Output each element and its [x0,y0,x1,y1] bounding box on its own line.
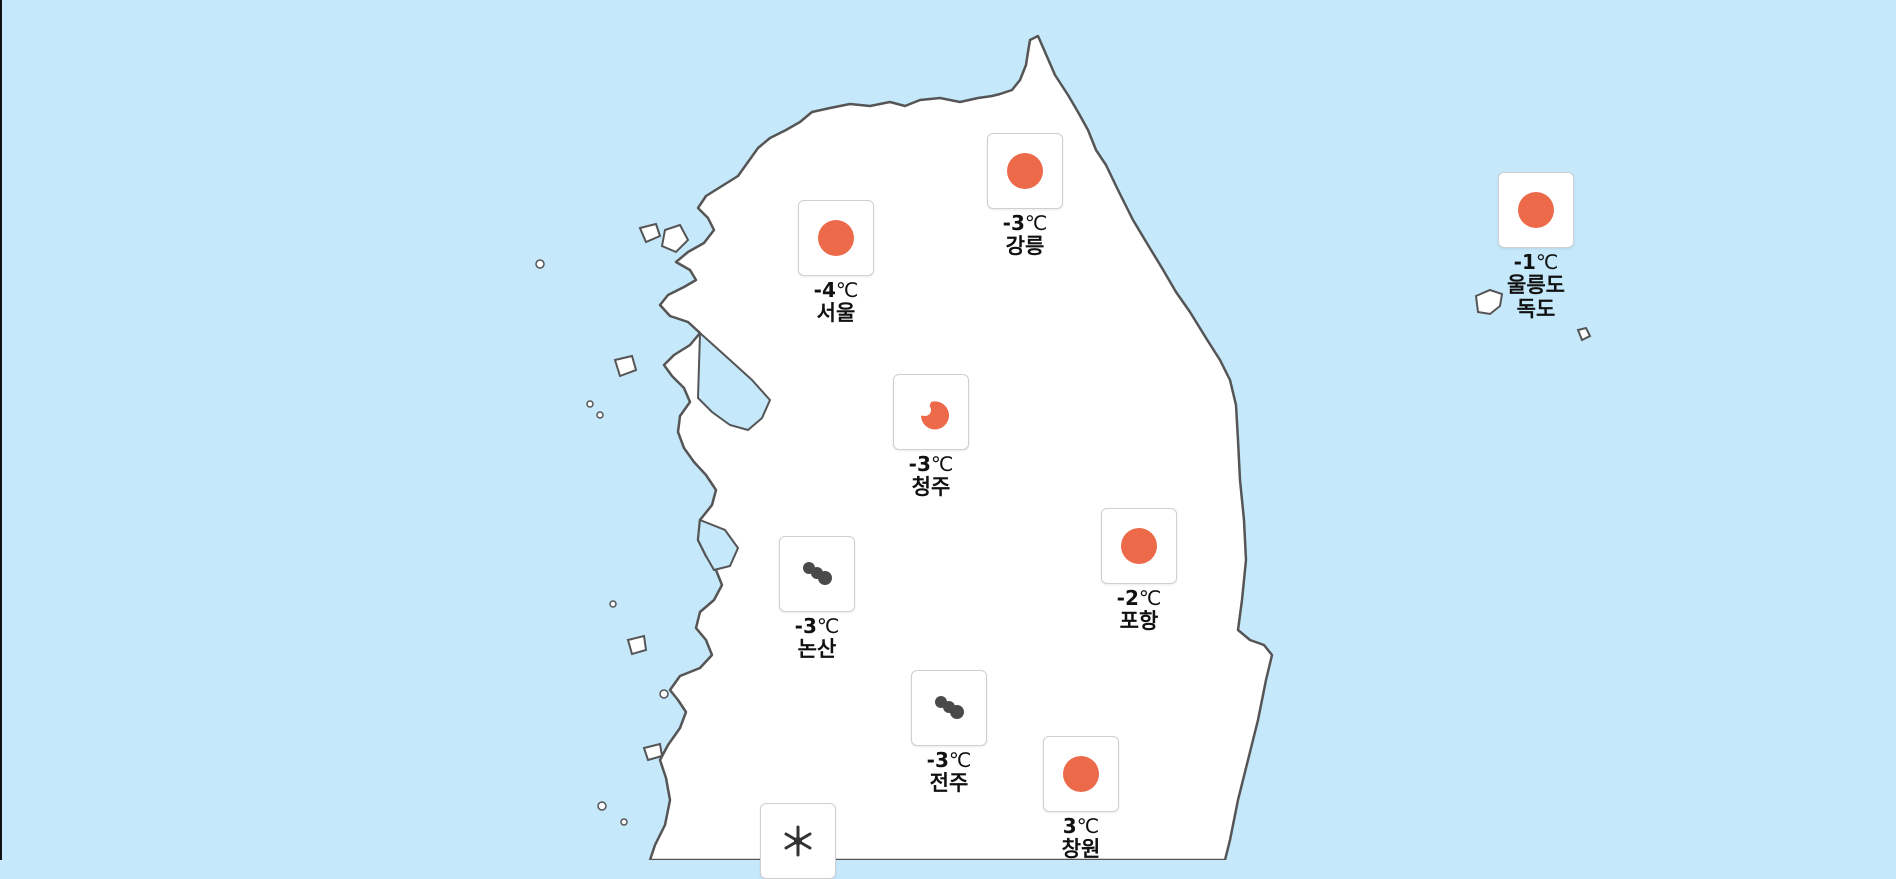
temp-unit: ℃ [1024,211,1048,235]
temp-value: -3 [908,452,931,476]
city-name: 강릉 [1005,234,1045,258]
city-name: 창원 [1061,837,1101,861]
weather-icon-box [1498,172,1574,248]
west-islet-6 [620,818,628,826]
temp-unit: ℃ [1535,250,1559,274]
weather-icon-box [893,374,969,450]
west-islet-7 [659,689,669,699]
temp-value: -4 [813,278,836,302]
weather-icon-box [1043,736,1119,812]
sun-icon [818,220,854,256]
station-jeonju[interactable]: -3℃ 전주 [894,670,1004,795]
station-snow-partial[interactable] [743,803,853,879]
temp-unit: ℃ [1076,814,1100,838]
temp-value: -3 [926,748,949,772]
west-island-4 [642,742,664,762]
temp-value: -3 [1002,211,1025,235]
temperature: -4℃ [781,279,891,301]
weather-icon-box [911,670,987,746]
station-ulleungdo-dokdo[interactable]: -1℃ 울릉도 독도 [1481,172,1591,321]
station-seoul[interactable]: -4℃ 서울 [781,200,891,325]
temp-value: -1 [1513,250,1536,274]
temp-unit: ℃ [835,278,859,302]
temp-value: -2 [1116,586,1139,610]
temperature: -2℃ [1084,587,1194,609]
partly-cloudy-icon [919,401,949,430]
weather-icon-box [987,133,1063,209]
temperature: -1℃ [1481,251,1591,273]
sun-icon [1007,153,1043,189]
ganghwa-island [660,223,690,254]
city-name: 포항 [1119,609,1159,633]
west-islet-5 [597,801,607,811]
sun-icon [1063,756,1099,792]
dokdo-island [1576,326,1592,342]
temp-unit: ℃ [948,748,972,772]
weather-icon-box [1101,508,1177,584]
west-islet-3 [596,411,604,419]
temperature: -3℃ [894,749,1004,771]
west-island-2 [613,354,638,378]
west-coast-inlet [696,330,772,432]
west-island-3 [626,634,648,656]
station-changwon[interactable]: 3℃ 창원 [1026,736,1136,861]
weather-icon-box [779,536,855,612]
ulleungdo-island [1474,288,1504,316]
city-name: 전주 [929,771,969,795]
temperature: -3℃ [762,615,872,637]
temperature: -3℃ [876,453,986,475]
city-name: 서울 [816,301,856,325]
temperature: -3℃ [970,212,1080,234]
window-left-edge [0,0,2,860]
temperature: 3℃ [1026,815,1136,837]
station-nonsan[interactable]: -3℃ 논산 [762,536,872,661]
west-islet-2 [586,400,594,408]
city-name: 울릉도 독도 [1507,273,1565,321]
temp-unit: ℃ [930,452,954,476]
cloudy-icon [803,562,832,585]
sun-icon [1121,528,1157,564]
west-coast-bay [696,518,740,572]
snow-icon [784,825,812,857]
temp-unit: ℃ [1138,586,1162,610]
west-islet-1 [535,259,545,269]
station-pohang[interactable]: -2℃ 포항 [1084,508,1194,633]
cloudy-icon [935,696,964,719]
city-name: 청주 [911,475,951,499]
temp-value: -3 [794,614,817,638]
west-islet-4 [609,600,617,608]
temp-value: 3 [1062,814,1077,838]
weather-icon-box [760,803,836,879]
station-cheongju[interactable]: -3℃ 청주 [876,374,986,499]
city-name: 논산 [797,637,837,661]
station-gangneung[interactable]: -3℃ 강릉 [970,133,1080,258]
temp-unit: ℃ [816,614,840,638]
west-island-1 [638,222,662,244]
sun-icon [1518,192,1554,228]
weather-icon-box [798,200,874,276]
